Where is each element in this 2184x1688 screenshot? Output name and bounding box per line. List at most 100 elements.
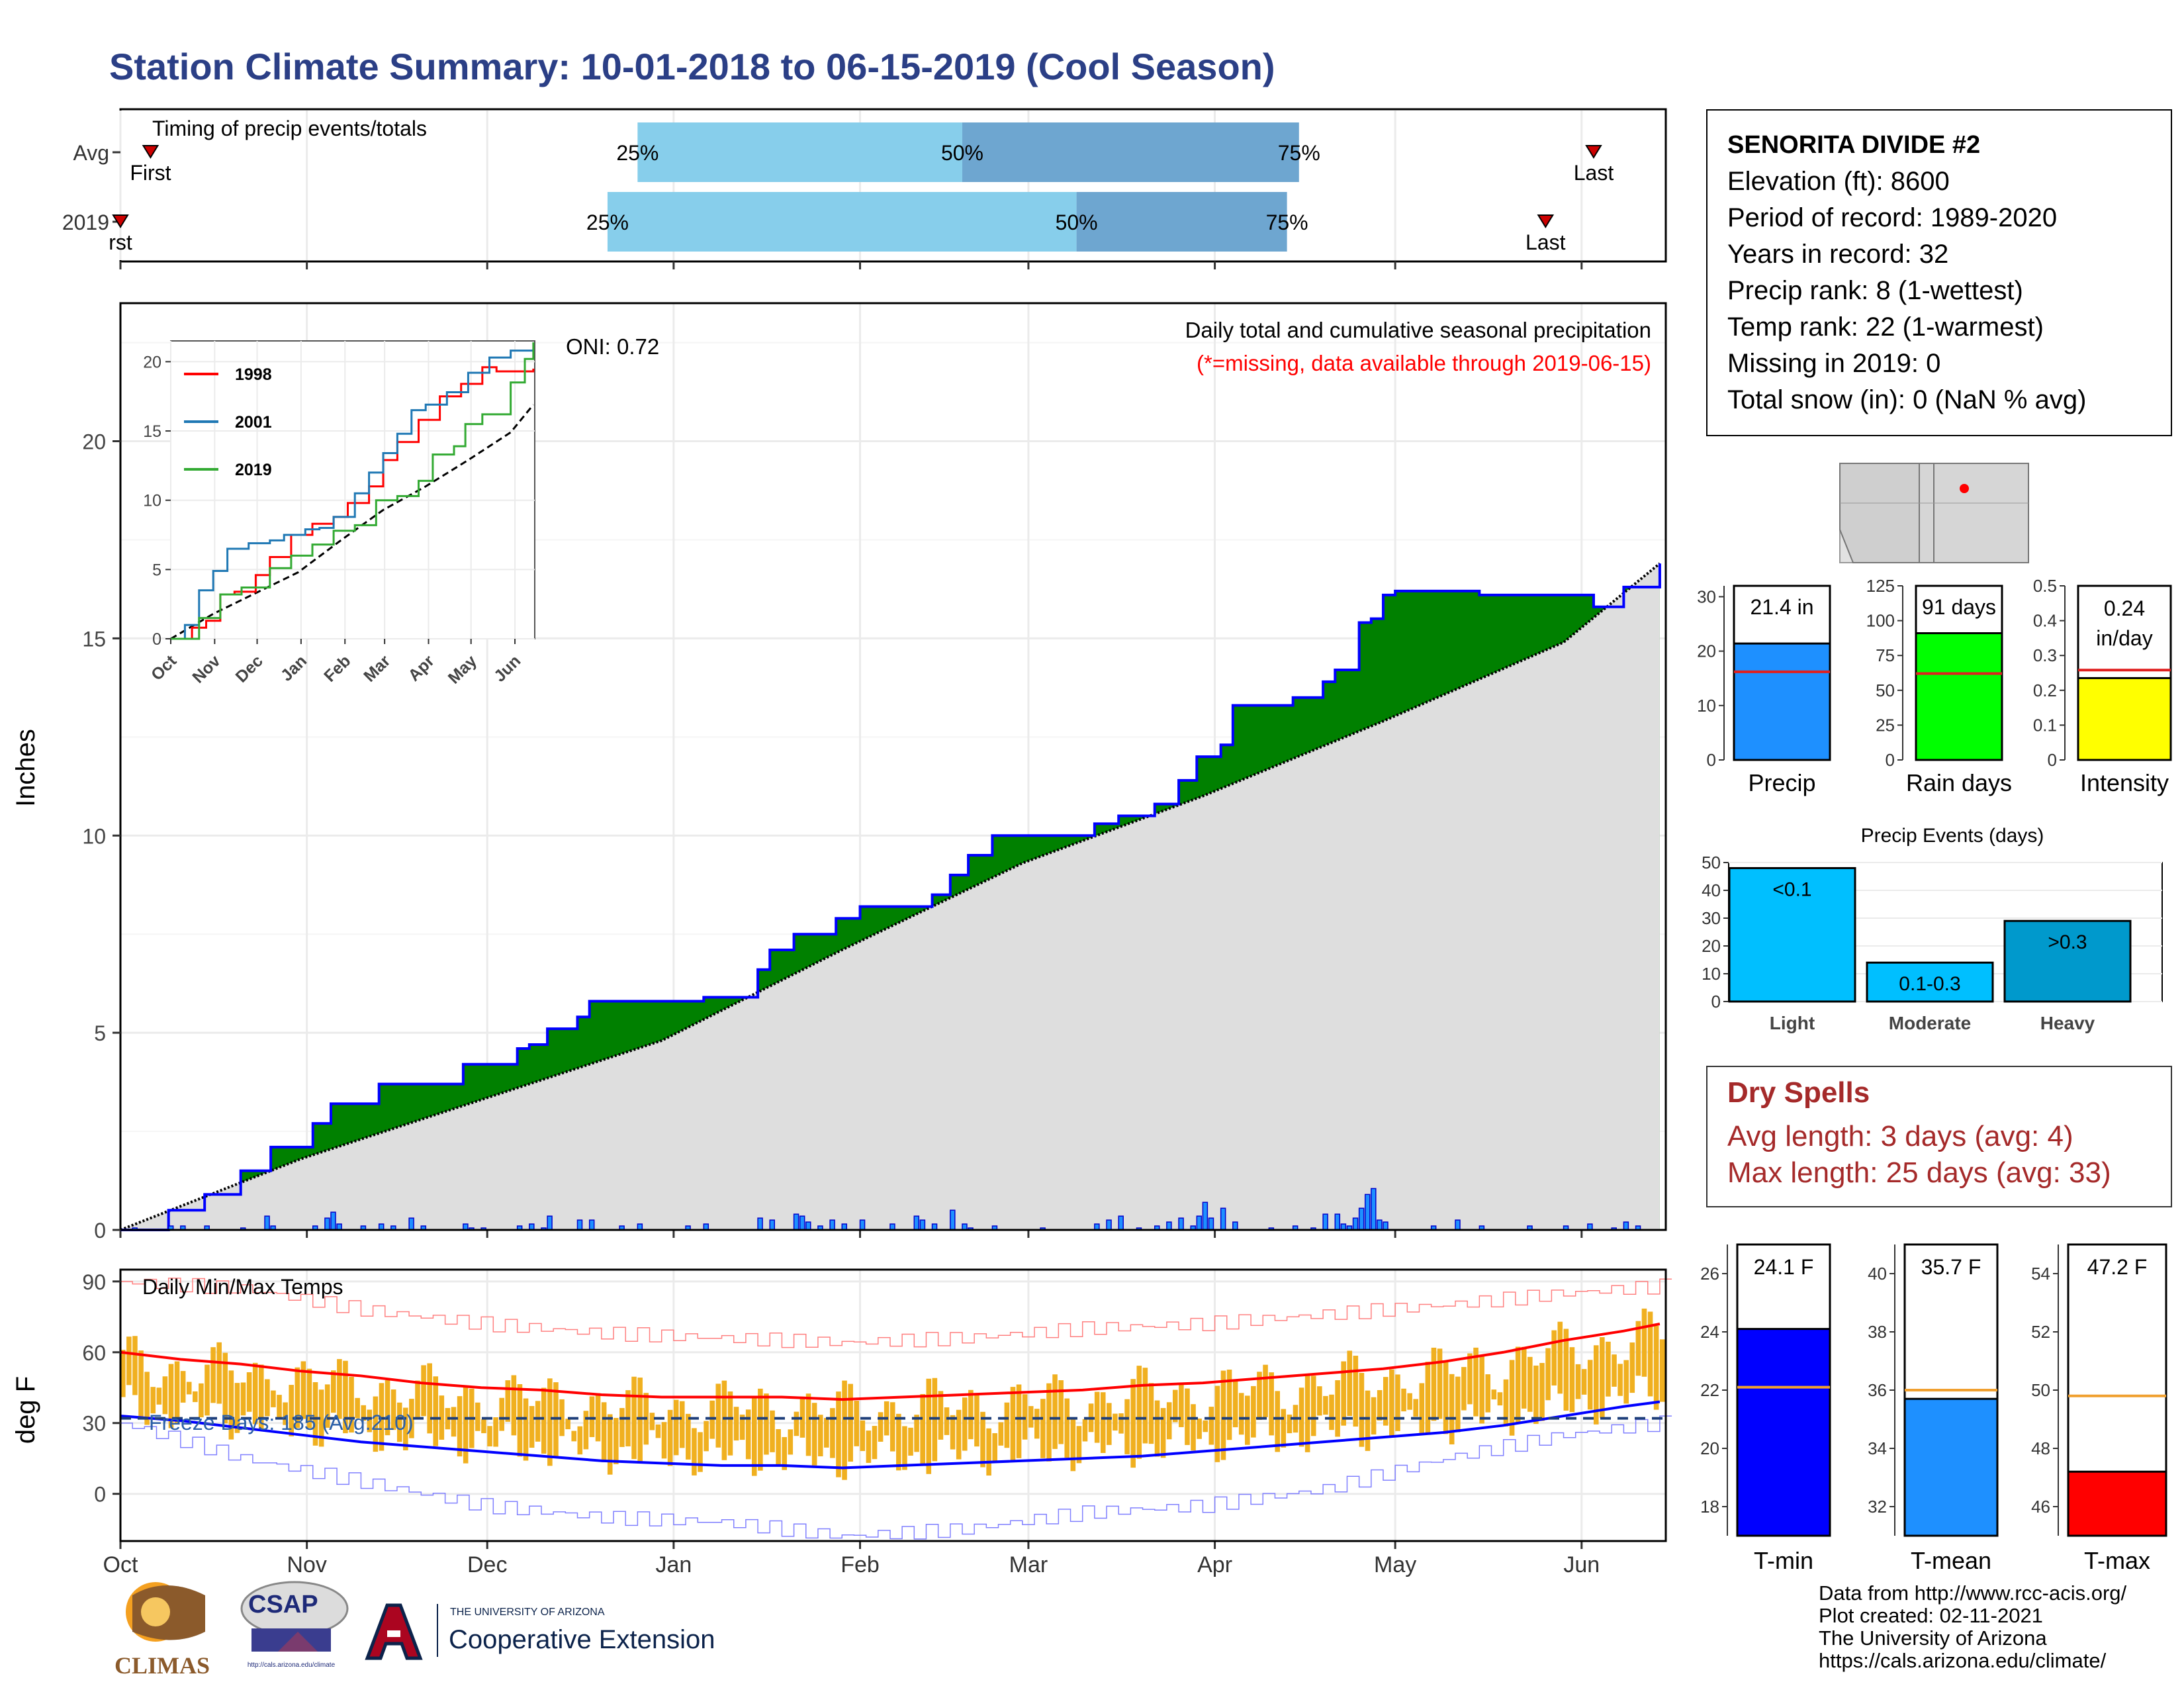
daily-temp-bar xyxy=(1629,1342,1635,1393)
daily-temp-bar xyxy=(1653,1325,1659,1410)
daily-precip-bar xyxy=(1352,1217,1359,1231)
tempbox-category-label: T-min xyxy=(1754,1547,1813,1574)
daily-temp-bar xyxy=(1491,1389,1497,1400)
daily-temp-bar xyxy=(842,1380,847,1480)
daily-temp-bar xyxy=(619,1408,625,1447)
daily-precip-bar xyxy=(769,1219,775,1231)
daily-temp-bar xyxy=(854,1401,860,1446)
tempbox-y-tick-label: 54 xyxy=(2031,1264,2050,1284)
daily-temp-bar xyxy=(1413,1399,1418,1417)
precip-y-label: Inches xyxy=(11,729,40,807)
daily-temp-bar xyxy=(980,1411,985,1468)
cumulative-2019-line xyxy=(120,563,1661,1231)
daily-temp-bar xyxy=(1407,1393,1412,1410)
month-label: May xyxy=(1374,1552,1416,1577)
csap-url: http://cals.arizona.edu/climate xyxy=(247,1662,336,1669)
daily-temp-bar xyxy=(318,1389,324,1447)
daily-temp-bar xyxy=(661,1422,667,1459)
station-marker xyxy=(1960,484,1969,493)
daily-temp-bar xyxy=(1028,1406,1034,1428)
daily-temp-bar xyxy=(667,1409,673,1466)
mini-value-label: in/day xyxy=(2096,626,2152,650)
tempbox-bar-t-max xyxy=(2067,1470,2167,1537)
daily-temp-bar xyxy=(553,1382,559,1458)
daily-temp-bar xyxy=(1166,1402,1172,1440)
ua-small-text: THE UNIVERSITY OF ARIZONA xyxy=(450,1607,605,1618)
daily-temp-bar xyxy=(1329,1394,1334,1430)
daily-temp-bar xyxy=(1437,1348,1443,1419)
daily-temp-bar xyxy=(758,1388,763,1471)
daily-temp-bar xyxy=(222,1352,228,1424)
daily-temp-bar xyxy=(126,1336,132,1385)
daily-temp-bar xyxy=(559,1399,565,1436)
mini-value-label: 0.24 xyxy=(2104,596,2145,620)
mini-y-tick-label: 20 xyxy=(1697,641,1716,661)
daily-temp-bar xyxy=(1521,1346,1527,1409)
event-category-label: Moderate xyxy=(1889,1013,1971,1033)
mini-category-label: Precip xyxy=(1748,769,1815,796)
mini-category-label: Intensity xyxy=(2080,769,2169,796)
daily-temp-bar xyxy=(271,1390,276,1407)
daily-temp-bar xyxy=(541,1387,547,1454)
daily-temp-bar xyxy=(764,1393,769,1455)
daily-precip-bar xyxy=(1364,1194,1371,1231)
daily-temp-bar xyxy=(962,1397,968,1451)
daily-precip-bar xyxy=(757,1217,763,1231)
tempbox-y-tick-label: 34 xyxy=(1868,1438,1887,1458)
temp-y-tick-label: 60 xyxy=(82,1341,106,1365)
daily-temp-bar xyxy=(1197,1418,1202,1439)
month-label: Jan xyxy=(655,1552,692,1577)
daily-temp-bar xyxy=(463,1386,469,1464)
timing-p25-label: 25% xyxy=(616,141,659,165)
daily-temp-bar xyxy=(180,1371,186,1403)
daily-precip-bar xyxy=(1196,1215,1203,1231)
daily-temp-bar xyxy=(1365,1390,1371,1451)
inset-y-tick-label: 20 xyxy=(143,353,161,371)
tempbox-y-tick-label: 36 xyxy=(1868,1380,1887,1400)
daily-temp-bar xyxy=(974,1395,979,1447)
daily-temp-bar xyxy=(234,1383,240,1433)
daily-precip-bar xyxy=(829,1219,835,1231)
daily-temp-bar xyxy=(1281,1409,1287,1448)
daily-temp-bar xyxy=(1443,1361,1449,1434)
daily-temp-bar xyxy=(1563,1329,1569,1411)
daily-temp-bar xyxy=(1606,1341,1611,1397)
daily-temp-bar xyxy=(1191,1404,1196,1451)
daily-temp-bar xyxy=(788,1429,794,1455)
mini-value-label: 91 days xyxy=(1922,595,1996,619)
daily-temp-bar xyxy=(1269,1372,1274,1436)
tempbox-bar-t-min xyxy=(1736,1328,1831,1537)
daily-temp-bar xyxy=(1317,1386,1322,1416)
daily-temp-bar xyxy=(998,1422,1004,1446)
daily-temp-bar xyxy=(968,1389,974,1440)
daily-temp-bar xyxy=(799,1396,805,1438)
daily-temp-bar xyxy=(1503,1379,1509,1427)
daily-temp-bar xyxy=(1232,1380,1238,1428)
freeze-days-label: Freeze Days: 185 (Avg:210) xyxy=(149,1411,414,1434)
daily-precip-bar xyxy=(1358,1207,1365,1231)
daily-temp-bar xyxy=(794,1411,799,1436)
daily-temp-bar xyxy=(1064,1398,1070,1458)
daily-temp-bar xyxy=(986,1428,991,1476)
tempbox-y-tick-label: 40 xyxy=(1868,1264,1887,1284)
daily-temp-bar xyxy=(186,1382,192,1395)
daily-temp-bar xyxy=(1310,1376,1316,1436)
mini-bar-0 xyxy=(1733,642,1831,761)
daily-temp-bar xyxy=(902,1426,907,1470)
daily-temp-bar xyxy=(252,1362,258,1425)
timing-bar-50-75 xyxy=(962,122,1299,182)
daily-temp-bar xyxy=(1515,1346,1521,1423)
oni-label: ONI: 0.72 xyxy=(566,334,659,359)
inset-y-tick-label: 0 xyxy=(152,630,161,649)
inset-y-tick-label: 15 xyxy=(143,422,161,441)
daily-precip-bar xyxy=(330,1211,336,1231)
daily-temp-bar xyxy=(511,1375,517,1436)
daily-temp-bar xyxy=(1539,1362,1545,1421)
daily-temp-bar xyxy=(1287,1414,1293,1434)
daily-temp-bar xyxy=(1154,1400,1160,1457)
daily-temp-bar xyxy=(565,1419,570,1430)
tempbox-y-tick-label: 24 xyxy=(1700,1322,1719,1342)
daily-temp-bar xyxy=(950,1415,956,1450)
temp-y-label: deg F xyxy=(11,1376,40,1444)
